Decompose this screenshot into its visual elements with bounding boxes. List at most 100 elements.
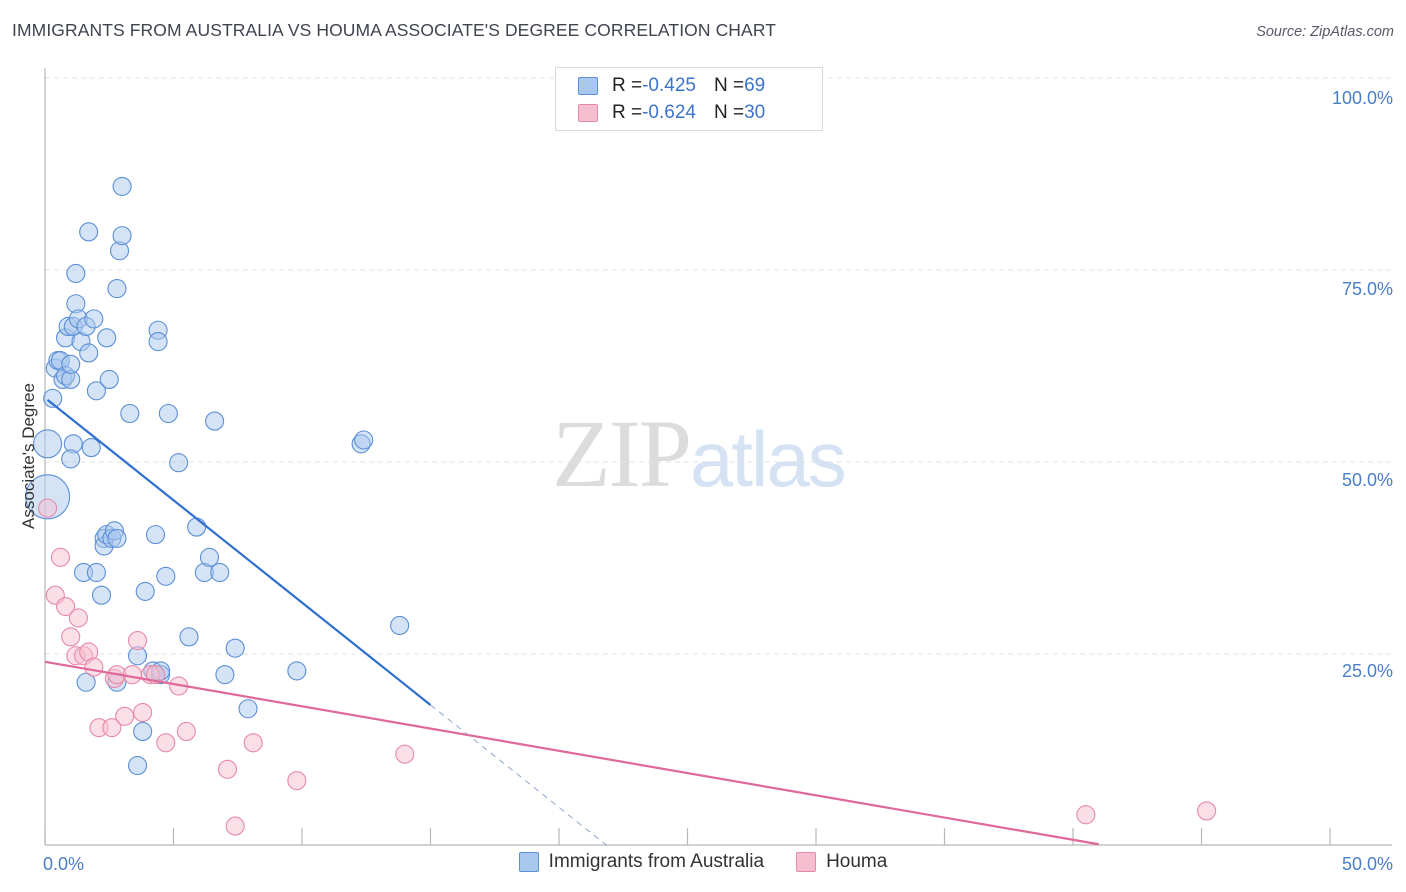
point-australia [86, 562, 106, 583]
grid-lines [45, 77, 1392, 655]
point-australia [107, 279, 127, 299]
trend-line-houma [44, 660, 1099, 846]
series-australia-points [25, 176, 410, 776]
series-legend: Immigrants from Australia Houma [0, 851, 1406, 873]
legend-n-value: 30 [744, 102, 766, 123]
legend-label-australia: Immigrants from Australia [548, 851, 765, 872]
point-australia [354, 430, 374, 450]
point-australia [81, 438, 101, 458]
y-tick-label: 25.0% [1342, 661, 1393, 681]
point-australia [33, 429, 63, 459]
legend-swatch-houma [796, 852, 817, 872]
legend-n-label: N = [713, 102, 745, 123]
point-australia [79, 343, 99, 363]
point-australia [79, 222, 99, 242]
legend-r-value: -0.425 [642, 75, 696, 96]
point-australia [61, 354, 81, 374]
point-australia [25, 474, 71, 520]
legend-n-value: 69 [744, 75, 766, 96]
point-australia [99, 369, 119, 389]
point-houma [56, 596, 76, 617]
point-houma [84, 657, 104, 677]
point-australia [187, 517, 207, 537]
legend-r-label: R = [612, 75, 643, 96]
trend-line-australia [46, 399, 432, 706]
point-australia [91, 585, 112, 605]
legend-swatch-australia [518, 852, 539, 872]
point-houma [395, 744, 415, 764]
point-australia [112, 226, 132, 246]
point-australia [210, 562, 230, 583]
axis-labels: 100.0% 75.0% 50.0% 25.0% 0.0% 50.0% Associate'… [19, 88, 1393, 874]
trend-line-australia-extension [430, 704, 611, 849]
point-australia [179, 627, 199, 647]
point-australia [169, 453, 189, 473]
y-axis-label: Associate's Degree [19, 383, 38, 529]
point-houma [243, 733, 263, 753]
point-australia [225, 638, 245, 658]
point-australia [133, 721, 153, 742]
point-houma [38, 498, 58, 518]
legend-row-australia: R = -0.425 N = 69 [578, 74, 765, 98]
y-tick-label: 75.0% [1342, 279, 1393, 299]
legend-swatch-australia [578, 77, 598, 95]
point-australia [390, 615, 410, 636]
source-label: Source: ZipAtlas.com [1256, 24, 1394, 40]
point-australia [158, 403, 178, 424]
point-australia [205, 411, 225, 431]
point-australia [199, 547, 220, 567]
point-australia [135, 581, 155, 601]
legend-item-houma: Houma [796, 851, 887, 873]
y-tick-label: 100.0% [1332, 88, 1393, 108]
point-houma [50, 547, 70, 567]
point-houma [133, 702, 153, 723]
legend-row-houma: R = -0.624 N = 30 [578, 101, 765, 125]
legend-r-label: R = [612, 102, 643, 123]
point-houma [225, 816, 245, 836]
watermark: ZIPatlas [552, 398, 847, 509]
trend-lines [44, 399, 1099, 849]
legend-swatch-houma [578, 104, 598, 122]
point-houma [122, 665, 142, 685]
point-houma [68, 608, 88, 628]
point-australia [120, 403, 140, 424]
point-australia [61, 449, 81, 469]
chart-title: IMMIGRANTS FROM AUSTRALIA VS HOUMA ASSOC… [12, 20, 777, 40]
y-tick-label: 50.0% [1342, 470, 1393, 490]
legend-r-value: -0.624 [642, 102, 696, 123]
point-houma [127, 631, 148, 651]
point-houma [102, 718, 122, 738]
point-australia [97, 328, 117, 348]
series-houma-points [38, 498, 1217, 836]
point-australia [86, 381, 106, 401]
x-tick-label: 0.0% [43, 854, 84, 874]
legend-label-houma: Houma [826, 851, 888, 872]
point-houma [176, 721, 196, 742]
point-australia [145, 525, 166, 545]
point-australia [215, 665, 235, 685]
point-houma [1076, 805, 1096, 825]
point-australia [127, 755, 148, 776]
legend-n-label: N = [713, 75, 745, 96]
point-australia [107, 528, 127, 548]
point-australia [156, 566, 176, 586]
point-houma [61, 627, 81, 647]
watermark-zip: ZIP [552, 400, 692, 507]
stats-legend: R = -0.425 N = 69 R = -0.624 N = 30 [555, 67, 823, 131]
point-houma [115, 706, 135, 726]
axes [44, 68, 1392, 846]
point-australia [84, 309, 104, 329]
point-australia [238, 699, 258, 719]
legend-item-australia: Immigrants from Australia [518, 851, 765, 873]
point-australia [287, 661, 307, 681]
point-houma [1197, 801, 1217, 821]
point-australia [66, 263, 86, 284]
x-tick-label: 50.0% [1342, 854, 1393, 874]
point-houma [217, 759, 238, 779]
point-australia [148, 332, 168, 352]
point-australia [76, 672, 96, 692]
point-houma [156, 733, 176, 753]
point-australia [43, 388, 63, 408]
point-australia [112, 176, 132, 196]
